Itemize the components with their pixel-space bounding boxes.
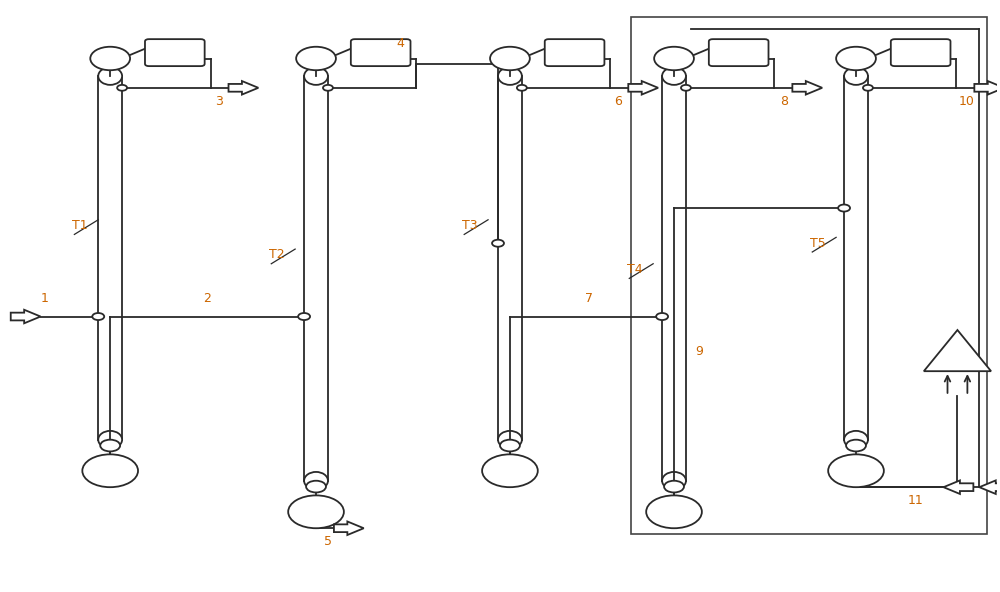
FancyBboxPatch shape — [351, 39, 411, 66]
Circle shape — [492, 240, 504, 247]
Text: 11: 11 — [908, 494, 924, 507]
Text: T2: T2 — [269, 249, 285, 262]
Circle shape — [681, 85, 691, 91]
Ellipse shape — [844, 67, 868, 85]
Polygon shape — [944, 480, 973, 494]
Circle shape — [490, 47, 530, 70]
Text: 8: 8 — [780, 95, 788, 108]
Polygon shape — [792, 81, 822, 95]
Circle shape — [117, 85, 127, 91]
Circle shape — [828, 454, 884, 487]
Ellipse shape — [498, 67, 522, 85]
Bar — [98, 76, 122, 440]
Text: 9: 9 — [695, 345, 703, 358]
Text: 4: 4 — [397, 37, 404, 50]
Polygon shape — [628, 81, 658, 95]
Circle shape — [92, 313, 104, 320]
Circle shape — [296, 47, 336, 70]
FancyBboxPatch shape — [545, 39, 604, 66]
Circle shape — [90, 47, 130, 70]
Text: 5: 5 — [324, 535, 332, 548]
Polygon shape — [334, 522, 364, 535]
Text: 1: 1 — [41, 292, 48, 305]
Text: T3: T3 — [462, 219, 478, 232]
Polygon shape — [924, 330, 991, 371]
Ellipse shape — [844, 431, 868, 449]
Bar — [304, 76, 328, 481]
Text: 6: 6 — [614, 95, 622, 108]
Circle shape — [838, 204, 850, 211]
Text: 2: 2 — [203, 292, 211, 305]
Circle shape — [664, 481, 684, 493]
Ellipse shape — [98, 67, 122, 85]
Text: 3: 3 — [215, 95, 223, 108]
Circle shape — [517, 85, 527, 91]
Ellipse shape — [304, 67, 328, 85]
Text: T1: T1 — [72, 219, 88, 232]
Circle shape — [306, 481, 326, 493]
Circle shape — [288, 496, 344, 528]
Circle shape — [836, 47, 876, 70]
Circle shape — [482, 454, 538, 487]
Bar — [631, 17, 987, 533]
Text: T4: T4 — [627, 263, 643, 276]
Ellipse shape — [662, 67, 686, 85]
Circle shape — [323, 85, 333, 91]
Circle shape — [863, 85, 873, 91]
Bar — [498, 76, 522, 440]
Ellipse shape — [98, 431, 122, 449]
Ellipse shape — [304, 472, 328, 490]
FancyBboxPatch shape — [709, 39, 769, 66]
Circle shape — [82, 454, 138, 487]
Circle shape — [100, 440, 120, 452]
Polygon shape — [979, 480, 1000, 494]
Text: 7: 7 — [586, 292, 594, 305]
Circle shape — [846, 440, 866, 452]
Circle shape — [646, 496, 702, 528]
Polygon shape — [229, 81, 258, 95]
Ellipse shape — [498, 431, 522, 449]
Bar — [662, 76, 686, 481]
Bar — [844, 76, 868, 440]
Circle shape — [500, 440, 520, 452]
FancyBboxPatch shape — [891, 39, 950, 66]
Polygon shape — [974, 81, 1000, 95]
FancyBboxPatch shape — [145, 39, 205, 66]
Circle shape — [654, 47, 694, 70]
Text: 10: 10 — [958, 95, 974, 108]
Text: T5: T5 — [810, 237, 826, 250]
Polygon shape — [11, 310, 41, 323]
Circle shape — [298, 313, 310, 320]
Ellipse shape — [662, 472, 686, 490]
Circle shape — [656, 313, 668, 320]
